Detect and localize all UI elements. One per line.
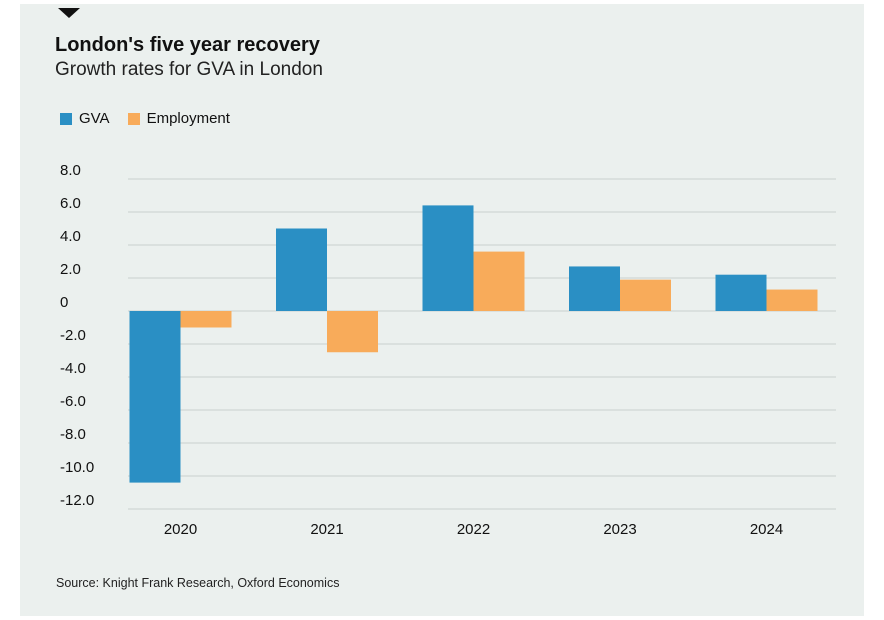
y-tick-label: 8.0: [60, 162, 81, 179]
bar-employment-2023: [620, 279, 671, 311]
legend-item-employment: Employment: [127, 110, 230, 127]
bar-employment-2020: [180, 311, 232, 328]
bar-gva-2021: [276, 228, 327, 311]
bar-employment-2022: [473, 251, 525, 311]
x-tick-label: 2024: [750, 521, 783, 538]
bar-employment-2021: [327, 311, 378, 353]
y-tick-label: 6.0: [60, 195, 81, 212]
legend-item-gva: GVA: [60, 110, 110, 127]
chart-title: London's five year recovery: [55, 34, 320, 56]
legend-swatch-employment: [127, 112, 140, 125]
bar-gva-2023: [569, 266, 620, 311]
triangle-marker-icon: [58, 8, 80, 18]
legend-label-employment: Employment: [146, 110, 230, 127]
x-tick-label: 2021: [310, 521, 343, 538]
x-tick-label: 2020: [164, 521, 197, 538]
y-tick-label: -2.0: [60, 327, 86, 344]
legend: GVA Employment: [60, 110, 248, 127]
y-tick-label: -4.0: [60, 360, 86, 377]
y-tick-label: -6.0: [60, 393, 86, 410]
bar-gva-2022: [422, 205, 474, 311]
x-tick-label: 2023: [603, 521, 636, 538]
y-tick-label: -8.0: [60, 426, 86, 443]
y-tick-label: 4.0: [60, 228, 81, 245]
legend-swatch-gva: [60, 112, 72, 125]
bar-gva-2024: [715, 274, 767, 311]
y-tick-label: 0: [60, 294, 68, 311]
y-tick-label: -10.0: [60, 459, 94, 476]
chart-subtitle: Growth rates for GVA in London: [55, 59, 323, 80]
bar-employment-2024: [766, 289, 818, 311]
legend-label-gva: GVA: [79, 110, 110, 127]
y-tick-label: -12.0: [60, 492, 94, 509]
bar-gva-2020: [129, 311, 181, 483]
x-tick-label: 2022: [457, 521, 490, 538]
source-note: Source: Knight Frank Research, Oxford Ec…: [56, 576, 340, 590]
y-tick-label: 2.0: [60, 261, 81, 278]
